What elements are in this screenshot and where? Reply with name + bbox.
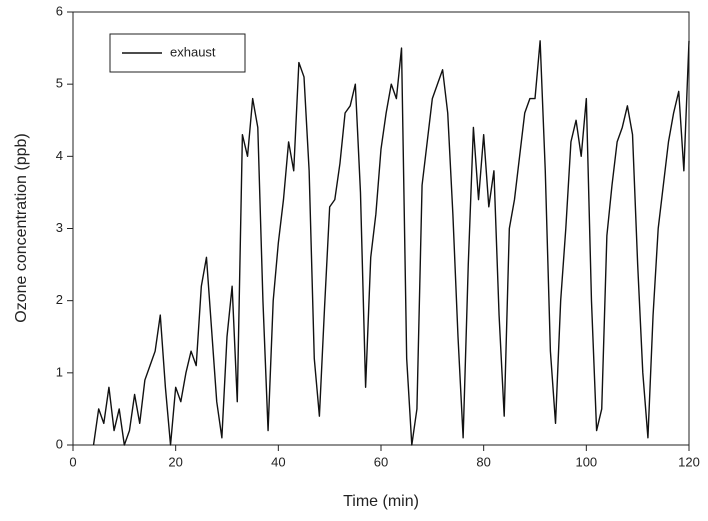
x-tick-label: 60 [374,454,388,469]
y-tick-label: 4 [56,148,63,163]
x-tick-label: 40 [271,454,285,469]
y-tick-label: 6 [56,3,63,18]
x-tick-label: 120 [678,454,700,469]
y-axis-title: Ozone concentration (ppb) [13,133,30,322]
x-tick-label: 20 [168,454,182,469]
data-line [92,40,690,446]
x-tick-label: 80 [476,454,490,469]
y-tick-label: 1 [56,364,63,379]
x-tick-label: 100 [575,454,597,469]
y-tick-label: 2 [56,292,63,307]
legend-label: exhaust [170,44,216,59]
y-tick-label: 3 [56,220,63,235]
y-tick-label: 5 [56,76,63,91]
x-axis-title: Time (min) [343,493,419,510]
x-tick-label: 0 [69,454,76,469]
y-tick-label: 0 [56,436,63,451]
